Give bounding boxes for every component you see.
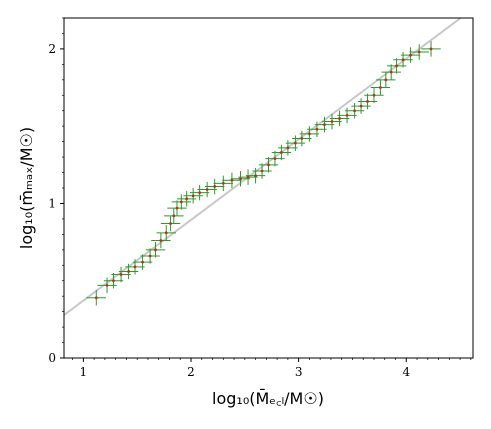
data-point [112, 279, 115, 283]
data-point [148, 254, 152, 258]
data-point [359, 104, 363, 108]
data-point [345, 113, 349, 117]
data-point [366, 100, 369, 103]
x-tick-label: 1 [80, 365, 88, 379]
data-point [94, 296, 98, 300]
errorbar-layer [86, 41, 441, 306]
data-point [172, 214, 176, 218]
data-point [286, 146, 290, 150]
data-point [175, 206, 179, 210]
data-point [119, 273, 123, 276]
data-point [401, 58, 405, 62]
data-point [230, 178, 234, 182]
data-point [409, 53, 412, 57]
data-point [154, 248, 157, 252]
y-tick-label: 1 [48, 196, 56, 210]
data-point [198, 191, 202, 195]
data-point [179, 200, 183, 204]
data-point [105, 283, 109, 287]
data-point [127, 270, 130, 273]
x-tick-label: 4 [402, 365, 410, 379]
data-point [267, 163, 270, 167]
y-tick-label: 0 [48, 351, 56, 365]
data-point [308, 132, 311, 136]
data-point [353, 109, 357, 113]
data-point [205, 188, 209, 191]
data-point [384, 78, 388, 82]
data-point [164, 231, 168, 235]
data-point [395, 64, 398, 68]
data-point [191, 194, 195, 198]
data-point [239, 177, 242, 181]
data-point [133, 265, 137, 269]
data-point [294, 141, 297, 145]
data-point [389, 70, 393, 74]
data-point [169, 222, 172, 225]
data-point [273, 157, 277, 161]
data-point [213, 185, 217, 188]
data-point [429, 47, 433, 51]
y-axis-label: log₁₀(m̄ₘₐₓ/M☉) [17, 127, 36, 249]
data-point [300, 137, 304, 140]
data-point [330, 120, 334, 123]
data-point [141, 260, 144, 264]
data-point [417, 50, 421, 54]
data-point [379, 86, 382, 89]
data-point [280, 151, 283, 154]
data-point [185, 197, 189, 201]
point-layer [94, 47, 433, 300]
x-tick-label: 3 [295, 365, 303, 379]
data-point [323, 123, 326, 127]
data-point [159, 239, 163, 242]
x-axis-label: log₁₀(M̄ₑ꜀ₗ/M☉) [212, 389, 324, 408]
data-point [254, 174, 257, 178]
data-point [338, 117, 341, 120]
data-point [372, 93, 376, 97]
plot-frame [63, 17, 474, 359]
data-point [221, 181, 225, 185]
y-tick-label: 2 [48, 42, 56, 56]
data-point [315, 127, 319, 131]
data-point [260, 169, 264, 173]
tick-layer: 1 2 3 4 0 1 2 [48, 17, 472, 379]
x-tick-label: 2 [187, 365, 195, 379]
data-point [246, 175, 250, 179]
